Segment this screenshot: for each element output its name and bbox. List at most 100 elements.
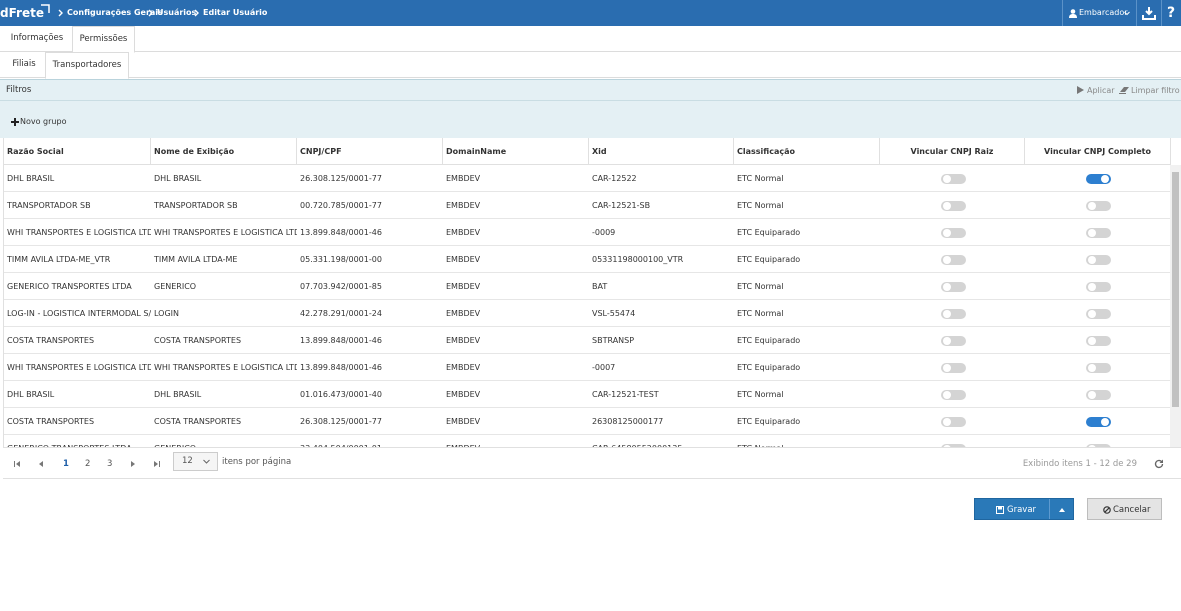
toggle[interactable] (1086, 444, 1111, 447)
cell: SBTRANSP (589, 327, 734, 354)
chevron (58, 9, 63, 17)
toggle[interactable] (940, 417, 966, 427)
cell: 26308125000177 (589, 408, 734, 435)
cell: EMBDEV (443, 300, 589, 327)
new-group[interactable]: Novo grupo (20, 117, 67, 126)
next-page[interactable] (129, 460, 137, 468)
cell: COSTA TRANSPORTES (151, 408, 297, 435)
cell: DHL BRASIL (151, 381, 297, 408)
toggle[interactable] (1086, 282, 1111, 292)
scrollbar[interactable] (1170, 165, 1181, 447)
first-page[interactable] (13, 460, 21, 468)
column-header[interactable]: CNPJ/CPF (297, 138, 443, 165)
apply-filter[interactable]: Aplicar (1087, 86, 1115, 95)
divider (1161, 0, 1162, 26)
toggle-knob (942, 364, 951, 372)
cell: TRANSPORTADOR SB (4, 192, 151, 219)
cell (880, 273, 1171, 300)
page-size-select[interactable]: 12 (173, 452, 218, 471)
toggle[interactable] (940, 201, 966, 211)
refresh[interactable] (1154, 459, 1164, 469)
save-label: Gravar (1007, 505, 1037, 515)
divider (1136, 0, 1137, 26)
tab[interactable]: Transportadores (45, 52, 129, 79)
help[interactable]: ? (1167, 5, 1176, 21)
column-header[interactable]: DomainName (443, 138, 589, 165)
caret-icon (203, 459, 210, 464)
toggle-knob (942, 310, 951, 318)
scroll-thumb[interactable] (1172, 172, 1179, 407)
toggle-knob (942, 337, 951, 345)
user-menu[interactable]: Embarcador (1079, 8, 1128, 17)
page-summary: Exibindo itens 1 - 12 de 29 (1022, 459, 1137, 469)
cell: VSL-55474 (589, 300, 734, 327)
toggle[interactable] (940, 255, 966, 265)
cell: CAR-12521-TEST (589, 381, 734, 408)
column-header[interactable]: Razão Social (4, 138, 151, 165)
toggle[interactable] (940, 390, 966, 400)
clear-filter[interactable]: Limpar filtro (1131, 86, 1180, 95)
column-header[interactable]: Nome de Exibição (151, 138, 297, 165)
cell: LOGIN (151, 300, 297, 327)
cell (880, 327, 1171, 354)
toggle[interactable] (1086, 336, 1111, 346)
toggle[interactable] (1086, 390, 1111, 400)
breadcrumb-item[interactable]: Configurações Gerais (67, 8, 163, 17)
subtabs: Filiais Transportadores (0, 52, 1181, 79)
cell: EMBDEV (443, 246, 589, 273)
caret[interactable] (1059, 508, 1065, 512)
column-header[interactable]: Classificação (734, 138, 880, 165)
toggle[interactable] (1086, 417, 1111, 427)
toggle[interactable] (940, 282, 966, 292)
page-number[interactable]: 3 (107, 459, 113, 469)
tab[interactable]: Permissões (72, 26, 135, 53)
plus-icon (11, 118, 19, 126)
page-number[interactable]: 2 (85, 459, 91, 469)
last-page[interactable] (153, 460, 161, 468)
cell: CAR-64580552000135 (589, 435, 734, 447)
toggle-knob (942, 283, 951, 291)
download-icon[interactable] (1142, 6, 1156, 20)
filter-panel: Filtros Aplicar Limpar filtro Novo grupo (0, 79, 1181, 138)
cell: EMBDEV (443, 354, 589, 381)
toggle[interactable] (1086, 255, 1111, 265)
cell: TIMM AVILA LTDA-ME_VTR (4, 246, 151, 273)
toggle-knob (1101, 175, 1109, 183)
column-header[interactable]: Xid (589, 138, 734, 165)
toggle[interactable] (1086, 201, 1111, 211)
cell: EMBDEV (443, 219, 589, 246)
cell: TIMM AVILA LTDA-ME (151, 246, 297, 273)
toggle[interactable] (1086, 174, 1111, 184)
cell: EMBDEV (443, 273, 589, 300)
cell: ETC Equiparado (734, 354, 880, 381)
cell: WHI TRANSPORTES E LOGISTICA LTDA -... (151, 354, 297, 381)
breadcrumb-item[interactable]: Usuários (157, 8, 197, 17)
tab[interactable]: Filiais (12, 59, 36, 69)
cell: 00.720.785/0001-77 (297, 192, 443, 219)
page-number[interactable]: 1 (63, 459, 69, 469)
column-header[interactable]: Vincular CNPJ Raiz (880, 138, 1025, 165)
cell: 05.331.198/0001-00 (297, 246, 443, 273)
toggle[interactable] (1086, 228, 1111, 238)
column-header[interactable]: Vincular CNPJ Completo (1025, 138, 1171, 165)
toggle[interactable] (940, 336, 966, 346)
toggle[interactable] (940, 174, 966, 184)
toggle[interactable] (940, 309, 966, 319)
cancel-button[interactable]: Cancelar (1087, 498, 1162, 520)
toggle[interactable] (940, 228, 966, 238)
cell (880, 246, 1171, 273)
save-button[interactable]: Gravar (974, 498, 1074, 520)
filter-bar: Filtros Aplicar Limpar filtro (0, 80, 1181, 101)
breadcrumb-item: Editar Usuário (203, 8, 268, 17)
toggle[interactable] (940, 363, 966, 373)
cell: DHL BRASIL (151, 165, 297, 192)
cell: 07.703.942/0001-85 (297, 273, 443, 300)
toggle[interactable] (1086, 309, 1111, 319)
toggle[interactable] (1086, 363, 1111, 373)
toggle[interactable] (940, 444, 966, 447)
refresh-icon (1154, 459, 1164, 469)
tab[interactable]: Informações (10, 33, 64, 43)
prev-page[interactable] (37, 460, 45, 468)
logo[interactable]: dFrete (0, 6, 44, 20)
tabs: Informações Permissões (0, 26, 1181, 53)
